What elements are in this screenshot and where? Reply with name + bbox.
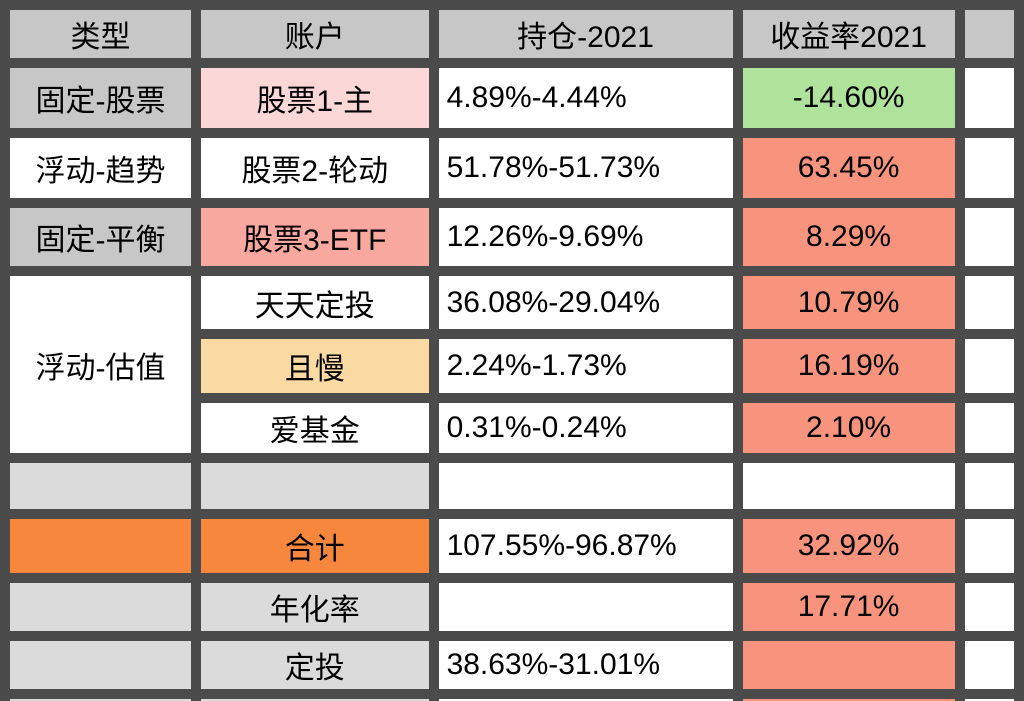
cell-rate-dingtou[interactable] — [742, 641, 955, 689]
table-row: 固定-平衡 股票3-ETF 12.26%-9.69% 8.29% — [10, 208, 1014, 266]
cell-account-stock2[interactable]: 股票2-轮动 — [201, 138, 429, 198]
cell-empty[interactable] — [10, 583, 191, 631]
cell-type-float-value-merged[interactable]: 浮动-估值 — [10, 276, 191, 453]
cell-type-fixed-stock[interactable]: 固定-股票 — [10, 68, 191, 128]
cell-rate-stock1[interactable]: -14.60% — [742, 68, 955, 128]
cell-position-tiantian[interactable]: 36.08%-29.04% — [438, 276, 733, 329]
cell-position-annualized[interactable] — [438, 583, 733, 631]
cell-empty[interactable] — [10, 641, 191, 689]
cell-position-dingtou[interactable]: 38.63%-31.01% — [438, 641, 733, 689]
cell-rate-qieman[interactable]: 16.19% — [742, 339, 955, 393]
cell-empty[interactable] — [742, 699, 955, 701]
cell-account-tiantian[interactable]: 天天定投 — [201, 276, 429, 329]
cell-empty[interactable] — [10, 699, 191, 701]
cell-position-stock1[interactable]: 4.89%-4.44% — [438, 68, 733, 128]
table-row: 定投 38.63%-31.01% — [10, 641, 1014, 689]
table-row-total: 合计 107.55%-96.87% 32.92% — [10, 519, 1014, 573]
table-row: 固定-股票 股票1-主 4.89%-4.44% -14.60% — [10, 68, 1014, 128]
cell-account-qieman[interactable]: 且慢 — [201, 339, 429, 393]
cell-rate-stock2[interactable]: 63.45% — [742, 138, 955, 198]
cell-position-stock3[interactable]: 12.26%-9.69% — [438, 208, 733, 266]
cell-empty[interactable] — [438, 699, 733, 701]
cell-empty[interactable] — [201, 463, 429, 509]
cell-position-qieman[interactable]: 2.24%-1.73% — [438, 339, 733, 393]
header-row: 类型 账户 持仓-2021 收益率2021 — [10, 10, 1014, 58]
table-row: 且慢 2.24%-1.73% 16.19% — [10, 339, 1014, 393]
cell-account-annualized[interactable]: 年化率 — [201, 583, 429, 631]
header-position[interactable]: 持仓-2021 — [438, 10, 733, 58]
cell-account-aijijin[interactable]: 爱基金 — [201, 403, 429, 453]
table-row-empty — [10, 463, 1014, 509]
table-row: 浮动-趋势 股票2-轮动 51.78%-51.73% 63.45% — [10, 138, 1014, 198]
cell-extra[interactable] — [964, 138, 1014, 198]
header-type[interactable]: 类型 — [10, 10, 191, 58]
cell-extra[interactable] — [964, 276, 1014, 329]
cell-extra[interactable] — [964, 519, 1014, 573]
cell-rate-annualized[interactable]: 17.71% — [742, 583, 955, 631]
cell-rate-total[interactable]: 32.92% — [742, 519, 955, 573]
cell-extra[interactable] — [964, 463, 1014, 509]
cell-type-fixed-balance[interactable]: 固定-平衡 — [10, 208, 191, 266]
cell-rate-stock3[interactable]: 8.29% — [742, 208, 955, 266]
cell-position-aijijin[interactable]: 0.31%-0.24% — [438, 403, 733, 453]
header-account[interactable]: 账户 — [201, 10, 429, 58]
table-row: 爱基金 0.31%-0.24% 2.10% — [10, 403, 1014, 453]
cell-empty[interactable] — [201, 699, 429, 701]
cell-extra[interactable] — [964, 403, 1014, 453]
cell-account-dingtou[interactable]: 定投 — [201, 641, 429, 689]
cell-extra[interactable] — [964, 641, 1014, 689]
cell-total-marker[interactable] — [10, 519, 191, 573]
cell-empty[interactable] — [438, 463, 733, 509]
cell-position-total[interactable]: 107.55%-96.87% — [438, 519, 733, 573]
table-row: 浮动-估值 天天定投 36.08%-29.04% 10.79% — [10, 276, 1014, 453]
header-extra[interactable] — [964, 10, 1014, 58]
cell-type-float-trend[interactable]: 浮动-趋势 — [10, 138, 191, 198]
cell-extra[interactable] — [964, 68, 1014, 128]
cell-empty[interactable] — [10, 463, 191, 509]
cell-extra[interactable] — [964, 699, 1014, 701]
table-row-clipped — [10, 699, 1014, 701]
header-rate[interactable]: 收益率2021 — [742, 10, 955, 58]
cell-extra[interactable] — [964, 339, 1014, 393]
table-row: 年化率 17.71% — [10, 583, 1014, 631]
cell-empty[interactable] — [742, 463, 955, 509]
cell-account-stock3-etf[interactable]: 股票3-ETF — [201, 208, 429, 266]
cell-rate-aijijin[interactable]: 2.10% — [742, 403, 955, 453]
cell-extra[interactable] — [964, 583, 1014, 631]
cell-account-total[interactable]: 合计 — [201, 519, 429, 573]
cell-rate-tiantian[interactable]: 10.79% — [742, 276, 955, 329]
cell-account-stock1[interactable]: 股票1-主 — [201, 68, 429, 128]
cell-position-stock2[interactable]: 51.78%-51.73% — [438, 138, 733, 198]
cell-extra[interactable] — [964, 208, 1014, 266]
